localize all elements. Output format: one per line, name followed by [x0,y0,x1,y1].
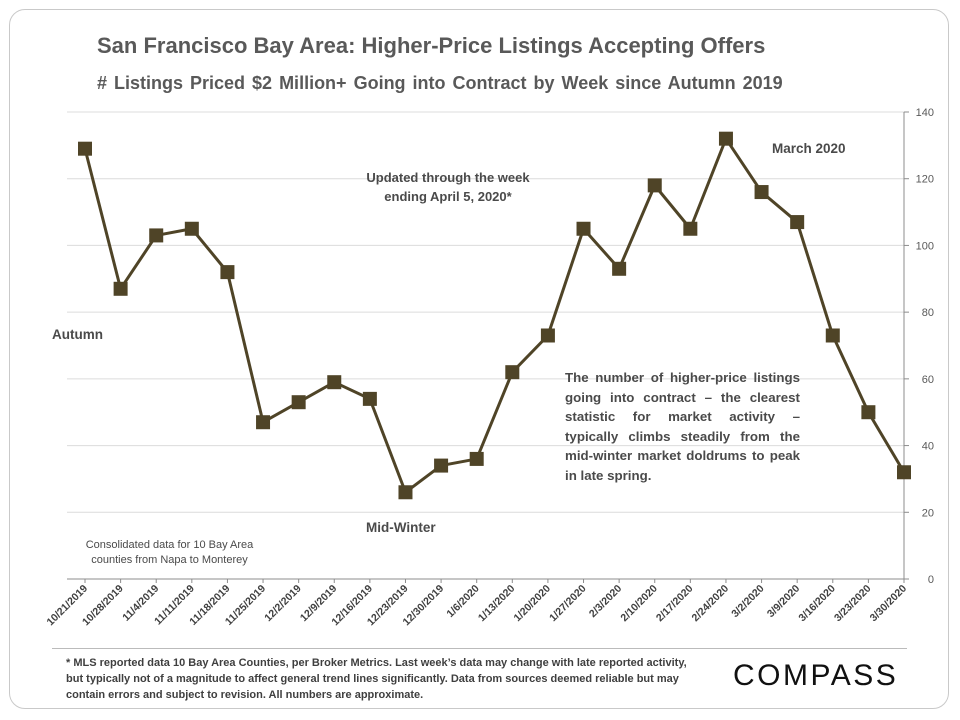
data-point-marker [113,281,128,296]
y-tick-label: 140 [916,107,934,119]
midwinter-annotation: Mid-Winter [366,520,436,535]
x-tick-label: 3/23/2020 [832,583,874,625]
x-tick-label: 1/13/2020 [476,583,518,625]
footer-divider [52,648,907,649]
footnote: * MLS reported data 10 Bay Area Counties… [66,657,687,701]
y-tick-label: 40 [922,441,934,453]
data-point-marker [505,365,520,380]
y-tick-label: 80 [922,307,934,319]
data-point-marker [718,131,733,146]
compass-logo-text: COMPASS [733,659,898,692]
y-tick-label: 0 [928,574,934,586]
y-tick-label: 60 [922,374,934,386]
x-tick-label: 3/2/2020 [729,583,766,620]
autumn-annotation: Autumn [52,327,103,342]
x-tick-label: 3/30/2020 [868,583,910,625]
description-note: The number of higher-price listings goin… [565,370,800,483]
y-tick-label: 20 [922,507,934,519]
x-tick-label: 1/27/2020 [547,583,589,625]
data-point-marker [897,465,911,480]
march-annotation: March 2020 [772,141,846,156]
data-point-marker [398,485,413,500]
data-point-marker [825,328,840,343]
x-tick-labels: 10/21/201910/28/201911/4/201911/11/20191… [44,579,909,628]
updated-note-line2: ending April 5, 2020* [384,189,512,204]
chart-subtitle: # Listings Priced $2 Million+ Going into… [97,73,783,93]
data-point-marker [256,415,271,430]
consolidated-note-line1: Consolidated data for 10 Bay Area [85,539,254,551]
data-point-marker [576,221,591,236]
data-point-marker [327,375,342,390]
x-tick-label: 1/20/2020 [512,583,554,625]
y-tick-label: 120 [916,174,934,186]
consolidated-note: Consolidated data for 10 Bay Area counti… [62,538,277,568]
updated-note: Updated through the week ending April 5,… [338,168,558,206]
data-point-marker [612,261,627,276]
compass-logo: COMPASS [733,659,898,692]
slide-frame [9,9,949,709]
data-point-marker [78,141,92,156]
updated-note-line1: Updated through the week [366,170,530,185]
x-tick-label: 2/24/2020 [690,583,732,625]
series-markers [78,131,911,500]
x-tick-label: 2/10/2020 [618,583,660,625]
data-point-marker [540,328,555,343]
y-tick-labels: 0 20 40 60 80 100 120 140 [904,107,934,586]
chart-title: San Francisco Bay Area: Higher-Price Lis… [97,33,766,58]
data-point-marker [434,458,449,473]
data-point-marker [861,405,876,420]
consolidated-note-line2: counties from Napa to Monterey [91,554,248,566]
data-point-marker [149,228,164,243]
data-point-marker [220,265,235,280]
data-point-marker [184,221,199,236]
data-point-marker [754,185,769,200]
data-point-marker [683,221,698,236]
x-tick-label: 2/17/2020 [654,583,696,625]
x-tick-label: 12/2/2019 [262,583,304,625]
data-point-marker [469,451,484,466]
y-tick-label: 100 [916,240,934,252]
data-point-marker [291,395,306,410]
x-tick-label: 3/16/2020 [796,583,838,625]
data-point-marker [647,178,662,193]
data-point-marker [362,391,377,406]
data-point-marker [790,215,805,230]
